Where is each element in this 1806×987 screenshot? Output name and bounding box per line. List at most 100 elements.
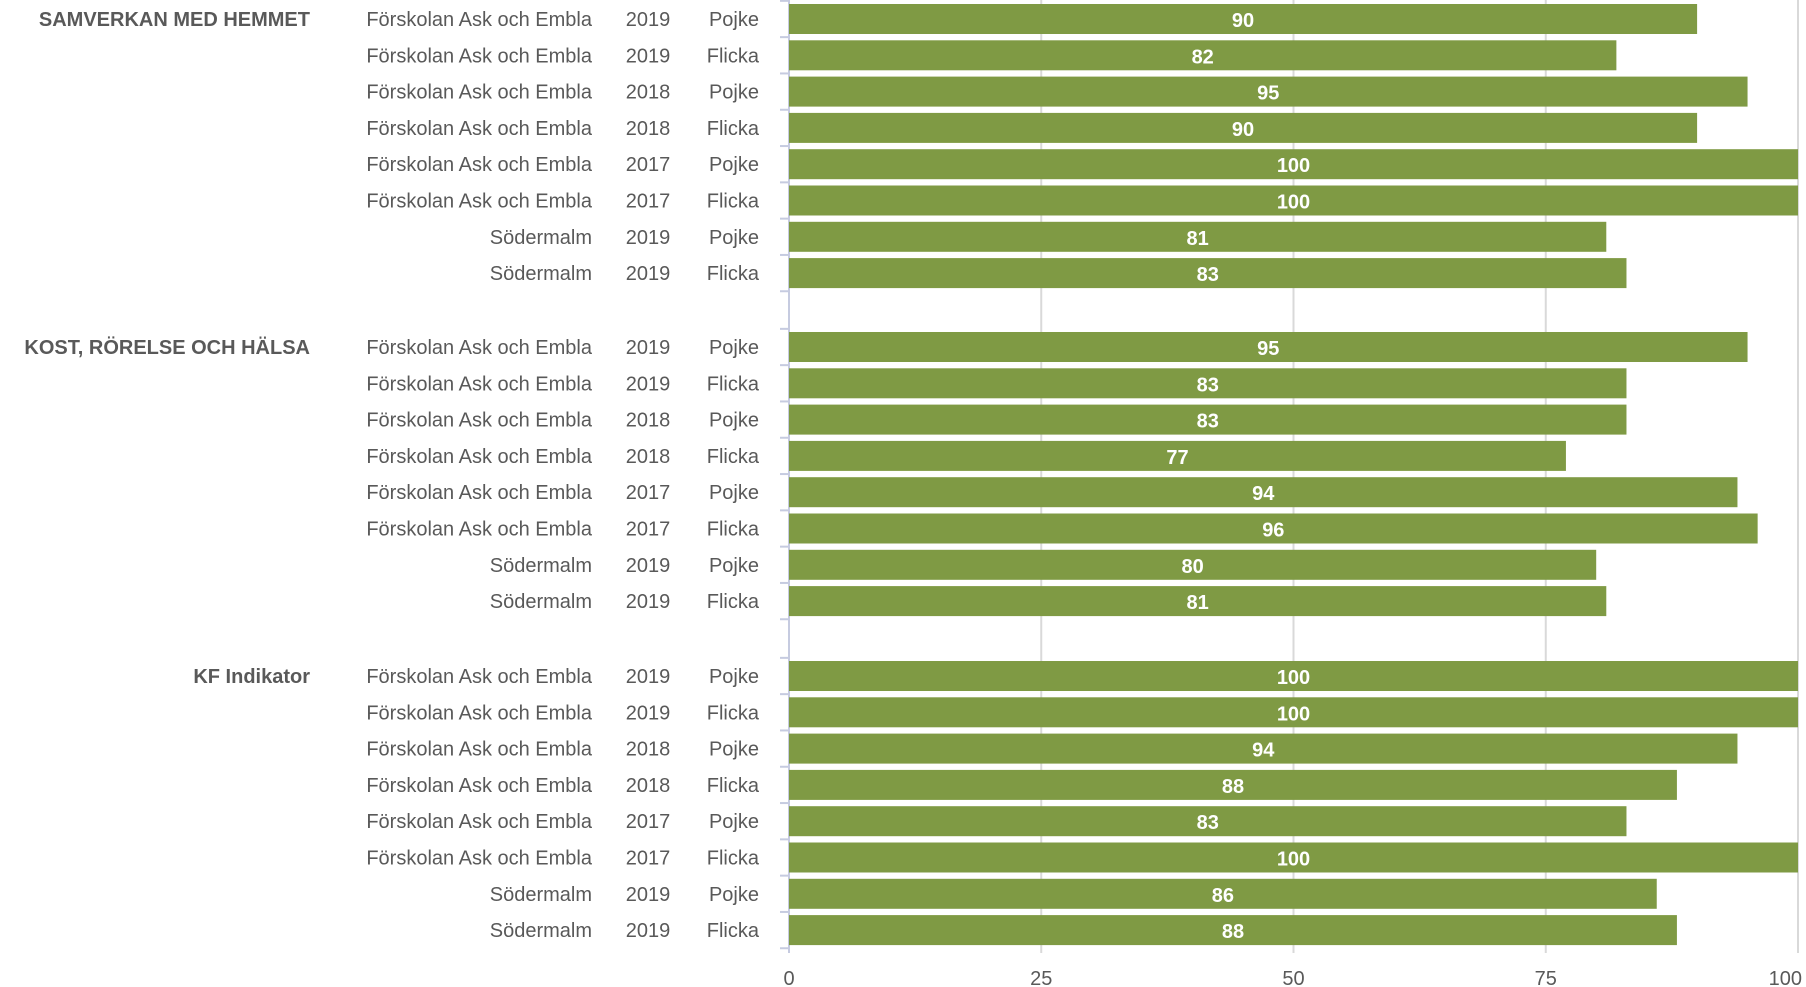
x-tick-label: 75: [1535, 968, 1557, 987]
row-year-label: 2019: [626, 702, 671, 724]
row-year-label: 2019: [626, 666, 671, 688]
row-unit-label: Förskolan Ask och Embla: [366, 191, 593, 213]
row-gender-label: Flicka: [707, 848, 760, 870]
bar-value-label: 88: [1222, 921, 1244, 943]
bar: [789, 112, 1698, 143]
group-label: KOST, RÖRELSE OCH HÄLSA: [24, 336, 310, 359]
row-gender-label: Flicka: [707, 191, 760, 213]
row-year-label: 2018: [626, 118, 671, 140]
bar: [789, 878, 1657, 909]
bar-value-label: 95: [1257, 83, 1279, 105]
row-gender-label: Flicka: [707, 920, 760, 942]
row-year-label: 2018: [626, 82, 671, 104]
bar-value-label: 83: [1197, 374, 1219, 396]
row-unit-label: Förskolan Ask och Embla: [366, 337, 593, 359]
row-gender-label: Pojke: [709, 555, 759, 577]
row-gender-label: Pojke: [709, 9, 759, 31]
bar: [789, 697, 1798, 728]
row-year-label: 2018: [626, 775, 671, 797]
bar-value-label: 95: [1257, 338, 1279, 360]
bar-value-label: 100: [1277, 192, 1310, 214]
row-gender-label: Pojke: [709, 482, 759, 504]
row-unit-label: Förskolan Ask och Embla: [366, 666, 593, 688]
bar: [789, 586, 1607, 617]
bar-value-label: 83: [1197, 264, 1219, 286]
row-gender-label: Pojke: [709, 227, 759, 249]
row-gender-label: Pojke: [709, 410, 759, 432]
bar: [789, 76, 1748, 107]
row-gender-label: Flicka: [707, 263, 760, 285]
row-gender-label: Pojke: [709, 739, 759, 761]
row-unit-label: Södermalm: [490, 591, 592, 613]
row-year-label: 2017: [626, 482, 671, 504]
row-unit-label: Förskolan Ask och Embla: [366, 482, 593, 504]
bar-value-label: 86: [1212, 885, 1234, 907]
row-year-label: 2019: [626, 920, 671, 942]
row-gender-label: Pojke: [709, 666, 759, 688]
row-gender-label: Pojke: [709, 884, 759, 906]
x-tick-label: 50: [1282, 968, 1304, 987]
row-unit-label: Södermalm: [490, 884, 592, 906]
row-year-label: 2017: [626, 154, 671, 176]
x-tick-label: 25: [1030, 968, 1052, 987]
bar: [789, 149, 1798, 180]
row-year-label: 2019: [626, 373, 671, 395]
row-unit-label: Förskolan Ask och Embla: [366, 154, 593, 176]
row-gender-label: Flicka: [707, 519, 760, 541]
bar-value-label: 100: [1277, 703, 1310, 725]
row-year-label: 2017: [626, 519, 671, 541]
row-unit-label: Förskolan Ask och Embla: [366, 118, 593, 140]
bar-value-label: 88: [1222, 776, 1244, 798]
row-year-label: 2019: [626, 337, 671, 359]
bar: [789, 477, 1738, 508]
row-year-label: 2017: [626, 848, 671, 870]
bar-value-label: 96: [1262, 520, 1284, 542]
row-unit-label: Södermalm: [490, 920, 592, 942]
row-gender-label: Flicka: [707, 702, 760, 724]
group-label: KF Indikator: [193, 666, 310, 688]
bar: [789, 368, 1627, 399]
bar-value-label: 100: [1277, 849, 1310, 871]
row-year-label: 2019: [626, 227, 671, 249]
row-unit-label: Södermalm: [490, 263, 592, 285]
row-unit-label: Södermalm: [490, 555, 592, 577]
row-gender-label: Pojke: [709, 154, 759, 176]
row-year-label: 2019: [626, 884, 671, 906]
row-unit-label: Förskolan Ask och Embla: [366, 811, 593, 833]
bar: [789, 221, 1607, 252]
bar-value-label: 83: [1197, 812, 1219, 834]
bar-value-label: 83: [1197, 411, 1219, 433]
bar: [789, 185, 1798, 216]
row-unit-label: Förskolan Ask och Embla: [366, 775, 593, 797]
row-unit-label: Förskolan Ask och Embla: [366, 702, 593, 724]
bar-value-label: 81: [1187, 592, 1209, 614]
bar: [789, 842, 1798, 873]
bar: [789, 440, 1566, 471]
row-year-label: 2019: [626, 555, 671, 577]
row-year-label: 2019: [626, 9, 671, 31]
row-unit-label: Förskolan Ask och Embla: [366, 410, 593, 432]
bar-value-label: 94: [1252, 740, 1275, 762]
bar-value-label: 90: [1232, 10, 1254, 32]
row-year-label: 2019: [626, 263, 671, 285]
row-unit-label: Förskolan Ask och Embla: [366, 446, 593, 468]
row-gender-label: Flicka: [707, 118, 760, 140]
bar: [789, 549, 1597, 580]
row-unit-label: Förskolan Ask och Embla: [366, 519, 593, 541]
row-gender-label: Pojke: [709, 337, 759, 359]
row-gender-label: Flicka: [707, 775, 760, 797]
bar: [789, 332, 1748, 362]
row-unit-label: Förskolan Ask och Embla: [366, 82, 593, 104]
bar: [789, 404, 1627, 435]
x-tick-label: 0: [783, 968, 794, 987]
row-year-label: 2018: [626, 410, 671, 432]
row-gender-label: Pojke: [709, 811, 759, 833]
bar-value-label: 81: [1187, 228, 1209, 250]
x-tick-label: 100: [1769, 968, 1802, 987]
row-gender-label: Flicka: [707, 373, 760, 395]
row-unit-label: Södermalm: [490, 227, 592, 249]
row-unit-label: Förskolan Ask och Embla: [366, 45, 593, 67]
bar: [789, 806, 1627, 837]
bar-value-label: 90: [1232, 119, 1254, 141]
